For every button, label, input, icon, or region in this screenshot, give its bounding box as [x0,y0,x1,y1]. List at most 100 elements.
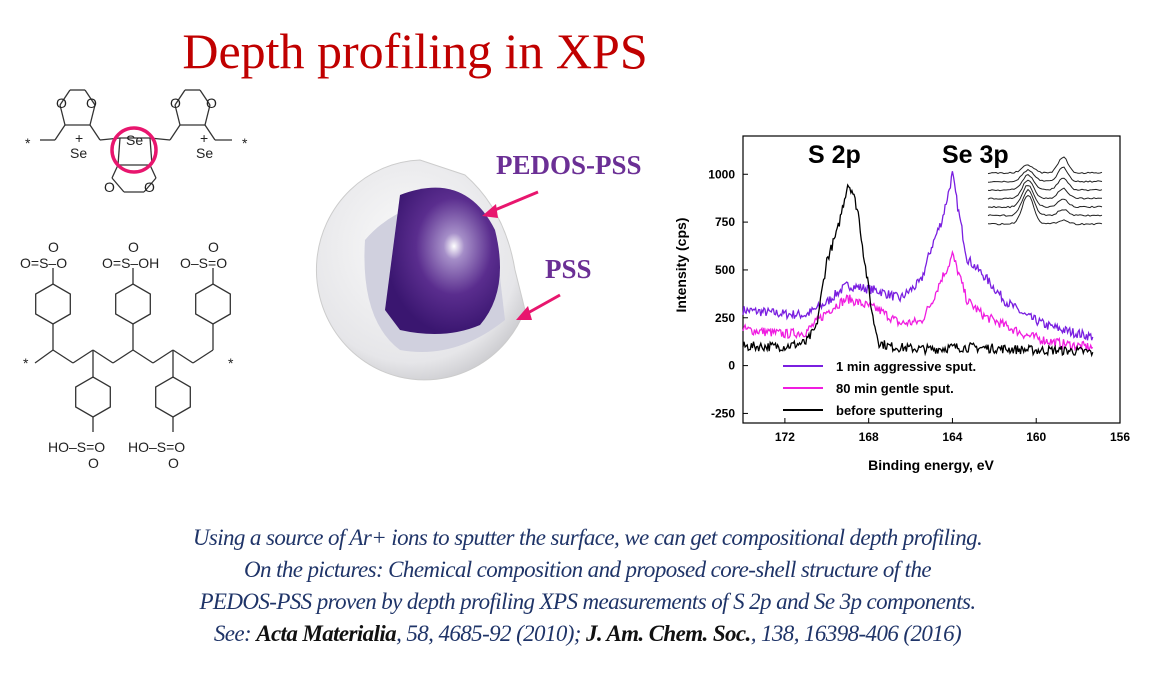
inset-trace [987,166,1103,183]
core-arrow-head [482,204,498,218]
x-tick-label: 164 [942,430,962,444]
benzene-ring [195,283,231,325]
reference-1-journal: Acta Materialia [256,621,397,646]
bond [174,104,181,126]
bond [117,137,121,166]
plot-frame [742,135,1121,424]
atom-label: Se [70,145,87,161]
atom-label: O=S–OH [102,255,159,271]
core-arrow [489,190,539,214]
atom-label: O=S–O [20,255,67,271]
core-label: PEDOS-PSS [496,150,642,180]
bond [143,177,157,193]
atom-label: Se [126,132,143,148]
atom-label: O [168,455,179,471]
caption-line-4: See: Acta Materialia, 58, 4685-92 (2010)… [0,618,1175,650]
y-tick-label: 1000 [708,167,735,181]
x-tick-label: 172 [775,430,795,444]
legend-label: 1 min aggressive sput. [836,359,976,374]
legend-label: 80 min gentle sput. [836,381,954,396]
see-prefix: See: [213,621,257,646]
benzene-ring [155,376,191,418]
selenium-highlight-circle [110,126,158,174]
xps-chart: 172 168 164 160 156 -250 0 250 500 750 1000 Intens… [673,135,1130,473]
inset-trace [987,156,1103,175]
inset-trace [987,179,1103,200]
atom-label: O [104,179,115,195]
y-axis-label: Intensity (cps) [673,218,689,313]
atom-label: O [86,95,97,111]
bond [132,349,154,364]
atom-label: HO–S=O [128,439,185,455]
inset-trace [987,194,1103,226]
bond [34,349,54,364]
bond [89,104,96,126]
series-line-1 [742,249,1094,353]
y-tick-label: 500 [715,263,735,277]
annotation-s2p: S 2p [808,141,861,169]
atom-label: * [228,355,234,371]
reference-2-journal: J. Am. Chem. Soc. [586,621,751,646]
x-axis-label: Binding energy, eV [868,457,994,473]
reference-1-details: , 58, 4685-92 (2010); [396,621,587,646]
series-line-0 [742,171,1094,341]
inset-trace [987,185,1103,209]
atom-label: * [242,135,248,151]
bond [59,89,71,106]
bond [89,124,101,141]
series-line-2 [742,183,1094,358]
caption-line-1: Using a source of Ar+ ions to sputter th… [192,525,983,550]
y-tick-label: -250 [711,406,735,420]
bond [192,349,214,364]
bond [54,124,66,141]
caption-line-3: PEDOS-PSS proven by depth profiling XPS … [199,589,976,614]
bond [169,124,181,141]
x-tick-label: 168 [859,430,879,444]
bond [204,104,211,126]
atom-label: O [128,239,139,255]
core-shell-sphere-illustration [315,159,526,381]
atom-label: O [48,239,59,255]
bond [111,177,125,193]
legend-label: before sputtering [836,403,943,418]
arrows [482,190,561,320]
bond [204,124,216,141]
bond [72,349,94,364]
bond [92,349,114,364]
atom-label: * [23,355,29,371]
bond [59,104,66,126]
atom-label: O–S=O [180,255,227,271]
atom-label: O [56,95,67,111]
atom-label: HO–S=O [48,439,105,455]
atom-label: O [170,95,181,111]
atom-label: O [208,239,219,255]
atom-label: O [206,95,217,111]
caption-line-2: On the pictures: Chemical composition an… [244,557,932,582]
atom-label: O [144,179,155,195]
x-tick-label: 160 [1026,430,1046,444]
bond [199,89,211,106]
benzene-ring [115,283,151,325]
pedos-core [385,187,500,334]
bond [111,164,119,179]
bond [52,349,74,364]
atom-label: * [25,135,31,151]
annotation-se3p: Se 3p [942,141,1009,169]
atom-label: + [200,130,208,146]
atom-label: + [75,130,83,146]
inset-trace [987,174,1103,192]
benzene-ring [75,376,111,418]
bond [149,164,157,179]
bond [84,89,96,106]
reference-2-details: , 138, 16398-406 (2016) [750,621,962,646]
bond [152,349,174,364]
atom-label: Se [196,145,213,161]
y-tick-label: 250 [715,311,735,325]
bond [174,89,186,106]
bond [112,349,134,364]
benzene-ring [35,283,71,325]
slide-title: Depth profiling in XPS [182,23,648,79]
shell-label: PSS [545,254,592,284]
shell-arrow-head [516,306,532,320]
